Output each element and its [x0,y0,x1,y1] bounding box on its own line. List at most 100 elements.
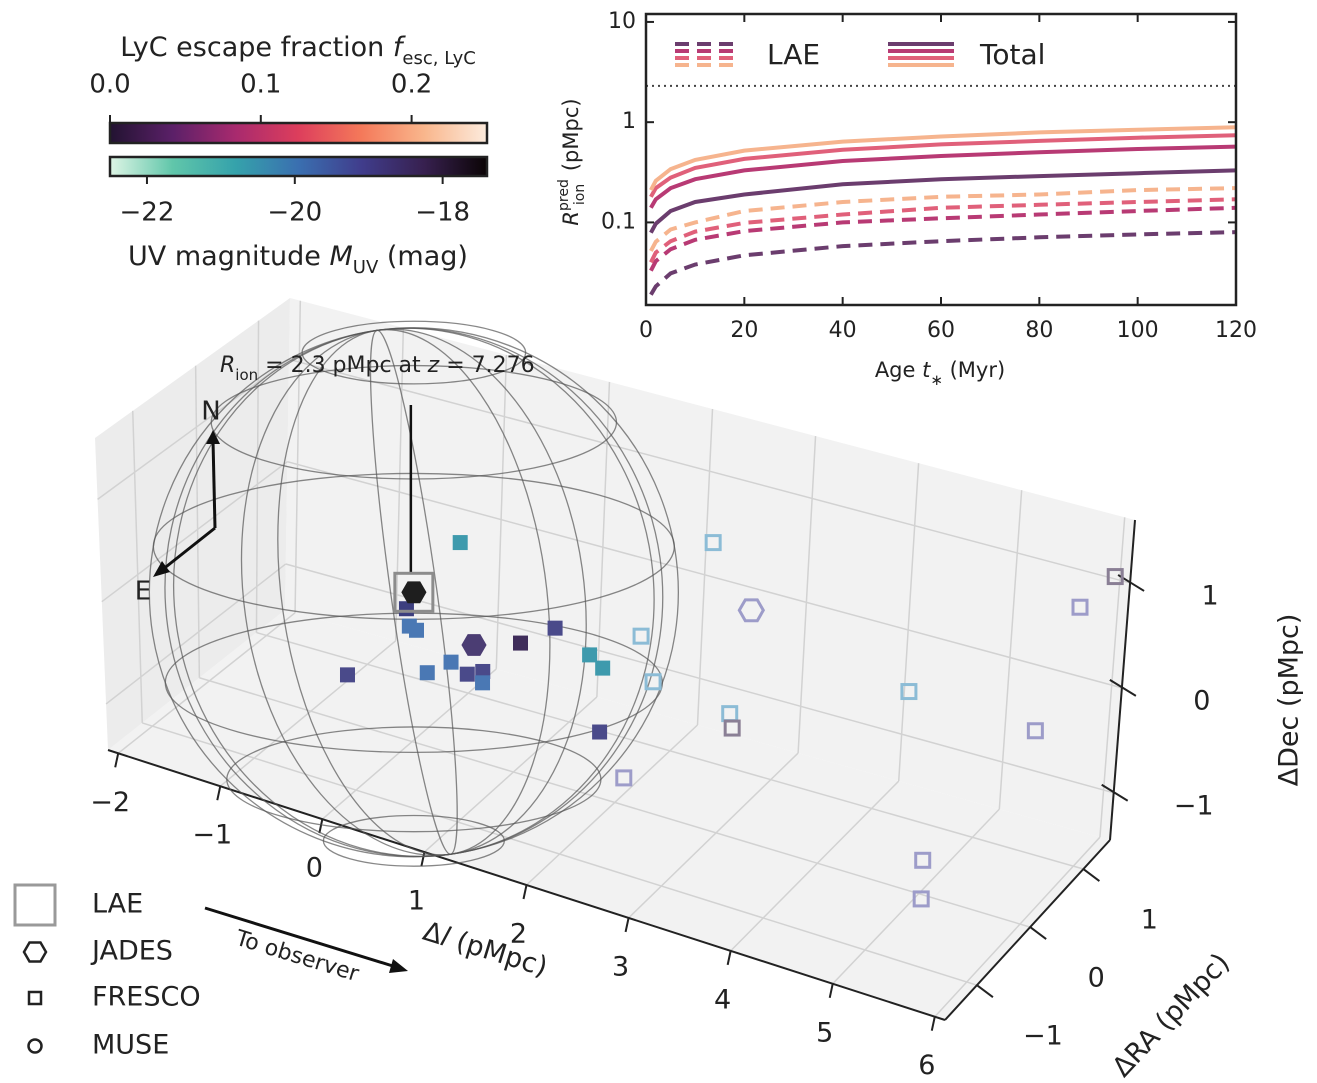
grid-line [934,836,1101,1018]
square-marker [1071,598,1089,616]
series-line [649,125,1236,192]
grid-line [596,381,611,697]
colorbar-label: UV magnitude MUV (mag) [128,241,468,278]
x-tick-label: −2 [90,787,130,818]
tick-label: −22 [120,198,175,228]
label-part: ion [235,366,258,384]
z-tick-label: −1 [1174,790,1214,821]
observer-arrowhead [389,959,408,973]
label-part: (pMpc) [559,98,583,177]
x-axis-label: Age t∗ (Myr) [875,358,1005,389]
legend-label: FRESCO [92,982,201,1013]
x-tick [726,950,732,966]
colorbar [108,155,489,178]
legend-marker [27,1038,43,1054]
square-marker [644,673,662,691]
square-marker [419,665,435,681]
square-marker [704,534,722,552]
square-marker [914,851,932,869]
z-axis-label: ΔDec (pMpc) [1274,614,1305,787]
pane [95,298,290,750]
x-tick-label: 3 [612,951,629,982]
colorbar-label: LyC escape fraction fesc, LyC [120,32,476,69]
series-line [649,197,1236,264]
square-marker [900,683,918,701]
legend-marker [22,941,48,963]
x-tick-label: 100 [1117,318,1159,343]
label-part: R [559,211,583,226]
square-marker [547,620,563,636]
grid-line [117,612,296,754]
grid-line [97,358,290,500]
legend-label: LAE [767,38,820,71]
hexagon-marker [401,581,427,604]
z-tick-label: 0 [1193,685,1210,716]
tick-label: 0.1 [240,70,281,100]
x-tick [522,884,528,900]
label-part: ion [572,184,588,205]
x-tick-label: 0 [306,853,323,884]
grid-line [288,358,1131,584]
label-part: esc, LyC [402,48,475,69]
sphere-longitude [164,327,664,858]
square-marker [452,535,468,551]
series-line [649,230,1236,296]
legend-label: LAE [92,889,143,920]
square-marker [459,666,475,682]
y-tick [1029,926,1047,940]
tick-label: −18 [415,198,470,228]
compass-arrowhead [206,430,220,444]
overlays: LAE JADES FRESCO MUSE [13,320,1124,1061]
grid-line [897,463,920,782]
z-tick-label: 1 [1201,580,1218,611]
label-part: t [922,358,931,382]
legend-marker [13,883,57,927]
hexagon-marker [737,598,766,623]
x-tick [624,917,630,933]
axis-line [1109,519,1136,841]
compass-arrow [211,439,217,529]
y-tick-label: 0 [1088,963,1105,994]
observer-arrow [204,906,397,969]
grid-line [628,752,799,919]
grid-line [131,410,144,723]
square-marker [409,622,425,638]
label-part: R [220,353,235,378]
grid-line [998,490,1023,810]
legend-label: Total [979,38,1045,71]
x-tick-label: 2 [510,919,527,950]
x-tick-label: 40 [829,318,857,343]
square-marker [339,667,355,683]
label-part: LyC escape fraction [120,32,393,63]
lae-marker [393,571,435,613]
label-part: (Myr) [943,358,1005,382]
legend-label: MUSE [92,1030,169,1061]
x-tick [318,818,324,834]
x-tick-label: 60 [927,318,955,343]
grid-line [797,436,817,754]
hexagon-marker [461,634,487,656]
square-marker [582,647,598,663]
label-part: (mag) [378,241,468,272]
compass-label: N [201,397,220,427]
x-tick [828,983,834,998]
y-tick [976,984,994,998]
ionized-sphere [148,320,680,867]
square-marker [1026,722,1044,740]
plot-frame [644,12,1238,307]
square-marker [443,654,459,670]
grid-line [199,677,1031,928]
pane [108,610,1110,1020]
grid-line [423,696,598,853]
y-tick-label: 10 [608,9,636,34]
series-line [649,133,1236,198]
legend-label: JADES [90,936,173,967]
axis-line [944,839,1111,1021]
sphere-latitude [210,364,618,480]
sphere-latitude [226,726,602,833]
annotation: Rion = 2.3 pMpc at z = 7.276 [220,353,535,384]
series-group [649,125,1236,296]
series-line [649,186,1236,252]
grid-line [696,408,714,726]
tick-label: −20 [267,198,322,228]
